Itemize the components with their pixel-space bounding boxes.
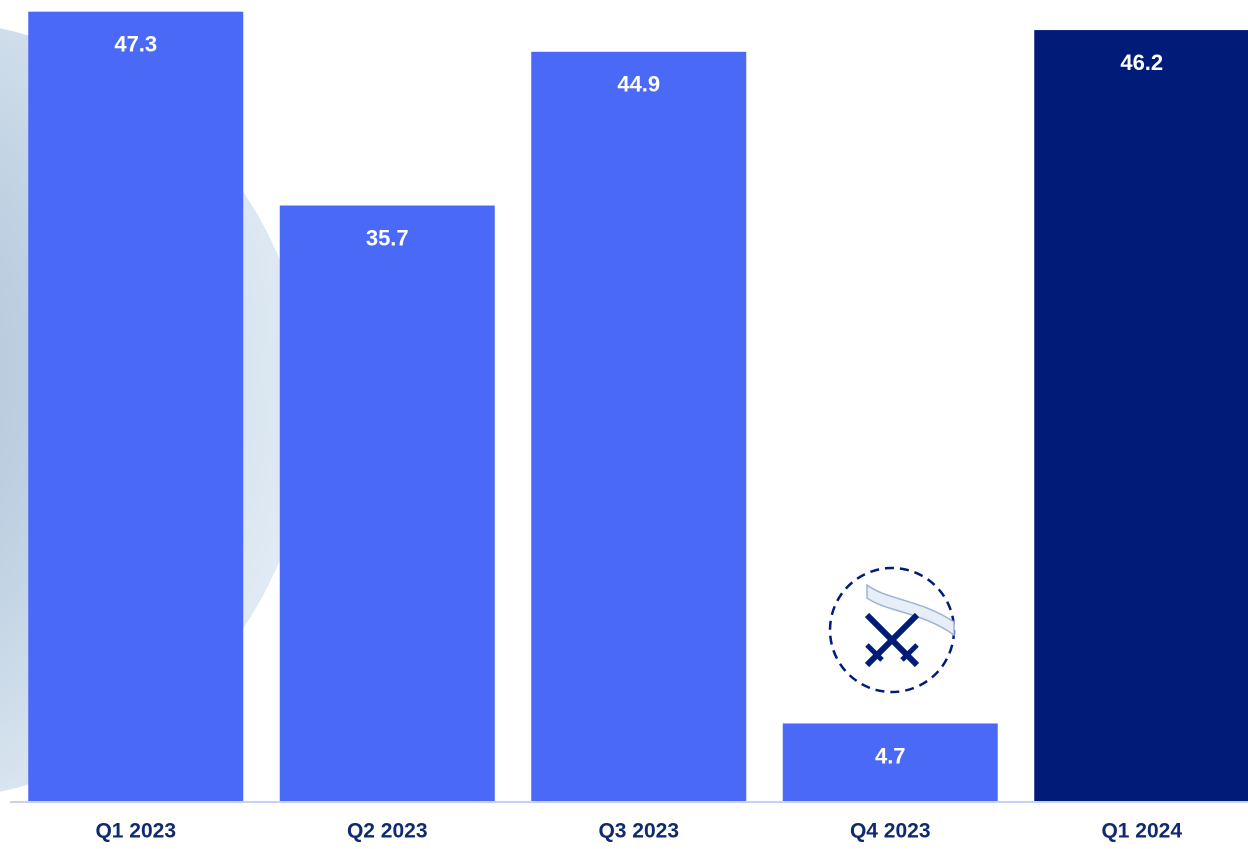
bar xyxy=(531,51,747,802)
value-label: 35.7 xyxy=(366,225,409,250)
bar xyxy=(782,723,998,802)
bar xyxy=(279,205,495,802)
value-label: 47.3 xyxy=(114,32,157,57)
x-tick-label: Q3 2023 xyxy=(598,820,679,843)
value-label: 46.2 xyxy=(1120,50,1163,75)
bars xyxy=(28,11,1248,802)
war-icon xyxy=(828,566,956,694)
value-label: 4.7 xyxy=(875,743,906,768)
bar xyxy=(28,11,244,802)
value-label: 44.9 xyxy=(617,72,660,97)
x-tick-label: Q2 2023 xyxy=(347,820,428,843)
x-tick-label: Q1 2023 xyxy=(95,820,176,843)
x-tick-label: Q4 2023 xyxy=(850,820,931,843)
bar xyxy=(1034,30,1248,802)
x-tick-label: Q1 2024 xyxy=(1101,820,1182,843)
